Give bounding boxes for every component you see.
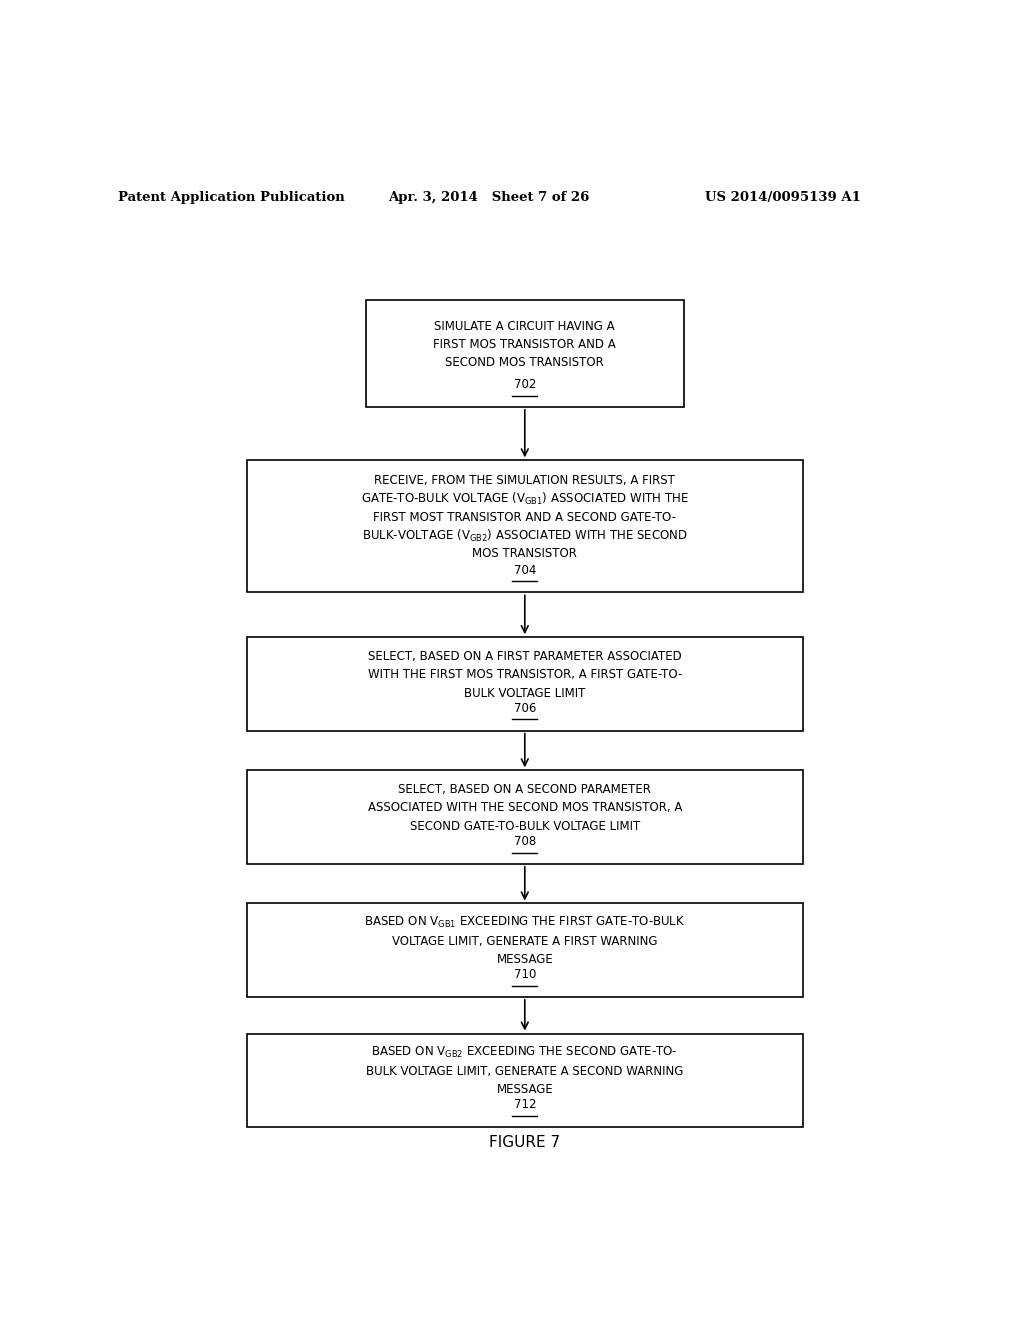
Bar bbox=[247, 461, 803, 593]
Text: FIRST MOS TRANSISTOR AND A: FIRST MOS TRANSISTOR AND A bbox=[433, 338, 616, 351]
Text: SECOND MOS TRANSISTOR: SECOND MOS TRANSISTOR bbox=[445, 356, 604, 370]
Text: MOS TRANSISTOR: MOS TRANSISTOR bbox=[472, 548, 578, 560]
Text: RECEIVE, FROM THE SIMULATION RESULTS, A FIRST: RECEIVE, FROM THE SIMULATION RESULTS, A … bbox=[375, 474, 675, 487]
Bar bbox=[367, 300, 684, 407]
Text: BULK VOLTAGE LIMIT, GENERATE A SECOND WARNING: BULK VOLTAGE LIMIT, GENERATE A SECOND WA… bbox=[367, 1065, 683, 1077]
Text: BULK VOLTAGE LIMIT: BULK VOLTAGE LIMIT bbox=[464, 686, 586, 700]
Text: BULK-VOLTAGE (V$_{\mathrm{GB2}}$) ASSOCIATED WITH THE SECOND: BULK-VOLTAGE (V$_{\mathrm{GB2}}$) ASSOCI… bbox=[361, 528, 688, 544]
Text: FIRST MOST TRANSISTOR AND A SECOND GATE-TO-: FIRST MOST TRANSISTOR AND A SECOND GATE-… bbox=[374, 511, 676, 524]
Text: GATE-TO-BULK VOLTAGE (V$_{\mathrm{GB1}}$) ASSOCIATED WITH THE: GATE-TO-BULK VOLTAGE (V$_{\mathrm{GB1}}$… bbox=[360, 491, 689, 507]
Text: ASSOCIATED WITH THE SECOND MOS TRANSISTOR, A: ASSOCIATED WITH THE SECOND MOS TRANSISTO… bbox=[368, 801, 682, 814]
Bar bbox=[247, 638, 803, 731]
Text: 710: 710 bbox=[514, 968, 536, 981]
Text: 702: 702 bbox=[514, 378, 536, 391]
Text: SELECT, BASED ON A SECOND PARAMETER: SELECT, BASED ON A SECOND PARAMETER bbox=[398, 783, 651, 796]
Text: 712: 712 bbox=[514, 1098, 536, 1111]
Text: VOLTAGE LIMIT, GENERATE A FIRST WARNING: VOLTAGE LIMIT, GENERATE A FIRST WARNING bbox=[392, 935, 657, 948]
Bar bbox=[247, 1034, 803, 1127]
Text: BASED ON V$_{\mathrm{GB2}}$ EXCEEDING THE SECOND GATE-TO-: BASED ON V$_{\mathrm{GB2}}$ EXCEEDING TH… bbox=[372, 1045, 678, 1060]
Text: MESSAGE: MESSAGE bbox=[497, 1082, 553, 1096]
Text: MESSAGE: MESSAGE bbox=[497, 953, 553, 966]
Text: US 2014/0095139 A1: US 2014/0095139 A1 bbox=[705, 190, 860, 203]
Text: SELECT, BASED ON A FIRST PARAMETER ASSOCIATED: SELECT, BASED ON A FIRST PARAMETER ASSOC… bbox=[368, 649, 682, 663]
Text: Apr. 3, 2014   Sheet 7 of 26: Apr. 3, 2014 Sheet 7 of 26 bbox=[388, 190, 590, 203]
Text: SIMULATE A CIRCUIT HAVING A: SIMULATE A CIRCUIT HAVING A bbox=[434, 319, 615, 333]
Text: Patent Application Publication: Patent Application Publication bbox=[118, 190, 344, 203]
Bar bbox=[247, 903, 803, 997]
Text: SECOND GATE-TO-BULK VOLTAGE LIMIT: SECOND GATE-TO-BULK VOLTAGE LIMIT bbox=[410, 820, 640, 833]
Text: 704: 704 bbox=[514, 564, 536, 577]
Text: BASED ON V$_{\mathrm{GB1}}$ EXCEEDING THE FIRST GATE-TO-BULK: BASED ON V$_{\mathrm{GB1}}$ EXCEEDING TH… bbox=[365, 915, 685, 931]
Bar bbox=[247, 771, 803, 863]
Text: FIGURE 7: FIGURE 7 bbox=[489, 1135, 560, 1150]
Text: 708: 708 bbox=[514, 836, 536, 847]
Text: 706: 706 bbox=[514, 702, 536, 714]
Text: WITH THE FIRST MOS TRANSISTOR, A FIRST GATE-TO-: WITH THE FIRST MOS TRANSISTOR, A FIRST G… bbox=[368, 668, 682, 681]
